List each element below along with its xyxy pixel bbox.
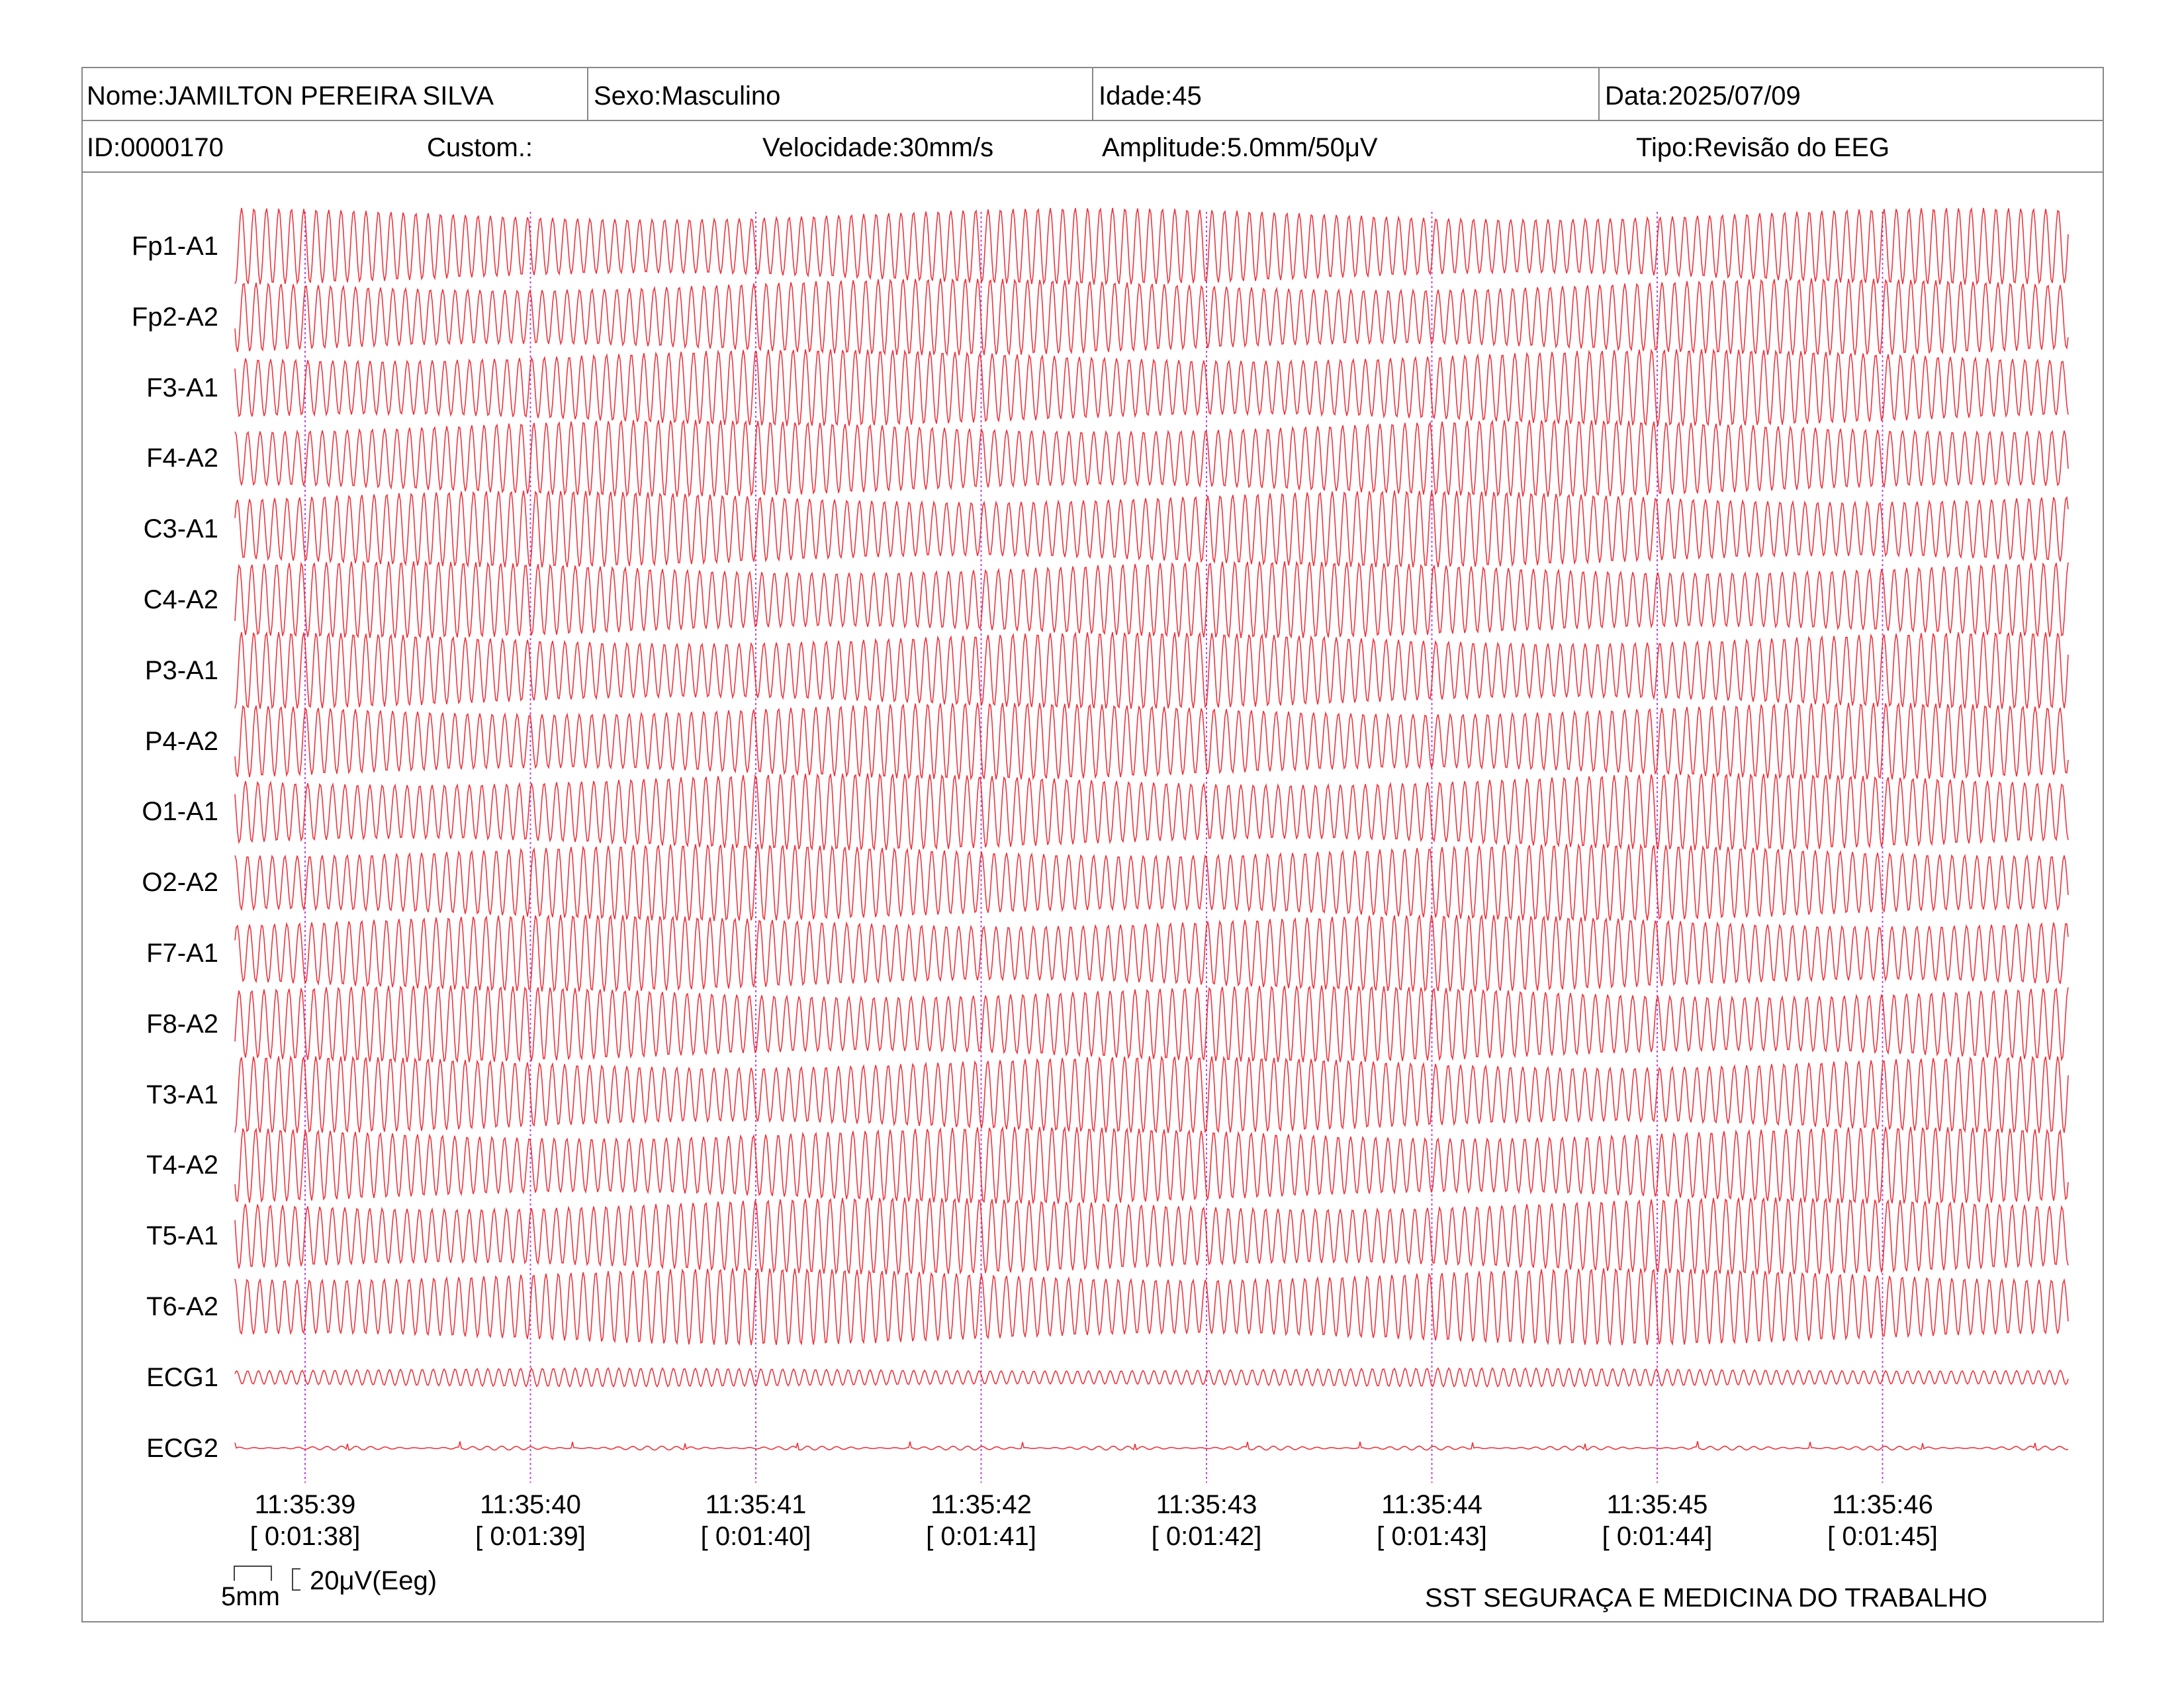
patient-id: ID:0000170 bbox=[87, 133, 224, 162]
channel-trace bbox=[234, 1268, 2069, 1346]
amplitude-setting: Amplitude:5.0mm/50μV bbox=[1102, 133, 1378, 162]
channel-trace bbox=[234, 490, 2069, 569]
channel-label: F4-A2 bbox=[146, 444, 218, 473]
exam-date: Data:2025/07/09 bbox=[1605, 81, 1801, 111]
time-clock-label: 11:35:46 bbox=[1832, 1490, 1933, 1519]
time-clock-label: 11:35:43 bbox=[1156, 1490, 1257, 1519]
time-clock-label: 11:35:41 bbox=[705, 1490, 807, 1519]
channel-label: ECG1 bbox=[146, 1362, 218, 1392]
channel-trace bbox=[234, 631, 2069, 710]
channel-label: P4-A2 bbox=[144, 726, 218, 756]
time-elapsed-label: [ 0:01:40] bbox=[700, 1522, 811, 1551]
time-elapsed-label: [ 0:01:39] bbox=[475, 1522, 586, 1551]
channel-label: O2-A2 bbox=[142, 868, 218, 898]
custom-field: Custom.: bbox=[427, 133, 533, 162]
channel-trace bbox=[234, 1125, 2069, 1204]
calibration-bracket-icon bbox=[234, 1566, 300, 1591]
patient-name: Nome:JAMILTON PEREIRA SILVA bbox=[87, 81, 494, 111]
channel-label: Fp1-A1 bbox=[131, 232, 218, 261]
time-clock-label: 11:35:39 bbox=[254, 1490, 356, 1519]
header-divider bbox=[83, 120, 2103, 121]
channel-label: C4-A2 bbox=[143, 585, 218, 614]
channel-label: T4-A2 bbox=[146, 1150, 218, 1180]
channel-trace bbox=[234, 277, 2069, 357]
header-bottom-border bbox=[83, 171, 2103, 173]
time-scale-label: 5mm bbox=[221, 1582, 280, 1611]
clinic-footer: SST SEGURAÇA E MEDICINA DO TRABALHO bbox=[1425, 1583, 1987, 1613]
time-elapsed-label: [ 0:01:45] bbox=[1827, 1522, 1938, 1551]
time-elapsed-label: [ 0:01:41] bbox=[926, 1522, 1036, 1551]
channel-label: F3-A1 bbox=[146, 373, 218, 402]
exam-type: Tipo:Revisão do EEG bbox=[1636, 133, 1890, 162]
channel-trace bbox=[234, 418, 2069, 498]
patient-age: Idade:45 bbox=[1099, 81, 1202, 111]
time-clock-label: 11:35:42 bbox=[931, 1490, 1032, 1519]
time-elapsed-label: [ 0:01:44] bbox=[1602, 1522, 1713, 1551]
patient-sex: Sexo:Masculino bbox=[594, 81, 781, 111]
channel-trace bbox=[234, 985, 2069, 1064]
channel-trace bbox=[234, 914, 2069, 993]
channel-label: F7-A1 bbox=[146, 939, 218, 968]
time-elapsed-label: [ 0:01:42] bbox=[1151, 1522, 1262, 1551]
channel-label: O1-A1 bbox=[142, 797, 218, 827]
channel-trace bbox=[234, 843, 2069, 921]
time-elapsed-label: [ 0:01:38] bbox=[250, 1522, 361, 1551]
channel-label: F8-A2 bbox=[146, 1009, 218, 1039]
channel-label: P3-A1 bbox=[144, 655, 218, 685]
speed-setting: Velocidade:30mm/s bbox=[762, 133, 994, 162]
header-cell-divider bbox=[1598, 68, 1600, 120]
amplitude-scale-label: 20μV(Eeg) bbox=[310, 1566, 437, 1595]
time-clock-label: 11:35:44 bbox=[1381, 1490, 1482, 1519]
header-cell-divider bbox=[587, 68, 588, 120]
channel-trace bbox=[234, 1367, 2069, 1388]
channel-label: C3-A1 bbox=[143, 514, 218, 544]
channel-trace bbox=[234, 1055, 2069, 1134]
channel-label: ECG2 bbox=[146, 1433, 218, 1463]
channel-label: T5-A1 bbox=[146, 1221, 218, 1251]
channel-label: T6-A2 bbox=[146, 1292, 218, 1321]
time-clock-label: 11:35:40 bbox=[480, 1490, 581, 1519]
channel-label: T3-A1 bbox=[146, 1080, 218, 1109]
channel-trace bbox=[234, 1441, 2069, 1451]
time-clock-label: 11:35:45 bbox=[1606, 1490, 1708, 1519]
header-cell-divider bbox=[1092, 68, 1093, 120]
report-frame: Nome:JAMILTON PEREIRA SILVA Sexo:Masculi… bbox=[81, 67, 2104, 1622]
channel-trace bbox=[234, 773, 2069, 851]
channel-trace bbox=[234, 702, 2069, 781]
channel-trace bbox=[234, 348, 2069, 427]
time-elapsed-label: [ 0:01:43] bbox=[1377, 1522, 1487, 1551]
channel-label: Fp2-A2 bbox=[131, 302, 218, 332]
channel-trace bbox=[234, 560, 2069, 639]
channel-trace bbox=[234, 207, 2069, 286]
channel-trace bbox=[234, 1197, 2069, 1276]
